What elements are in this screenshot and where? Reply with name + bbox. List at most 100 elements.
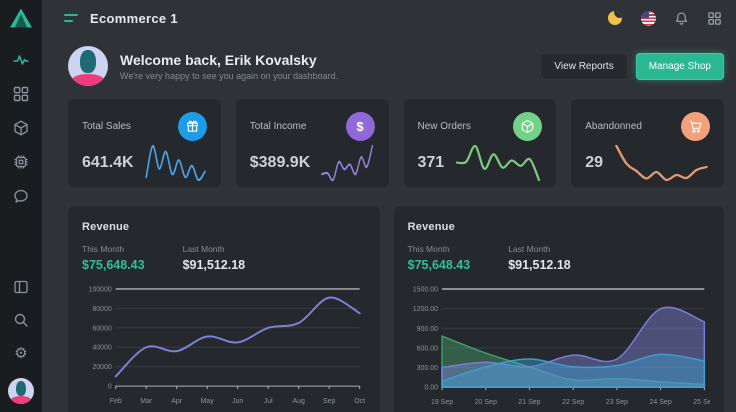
stat-card-value: $389.9K <box>249 154 311 171</box>
svg-text:22 Sep: 22 Sep <box>562 399 584 406</box>
sidebar: ⚙ <box>0 0 42 412</box>
us-flag-icon[interactable] <box>640 10 656 26</box>
grid-icon[interactable] <box>13 86 29 102</box>
logo-triangle-icon <box>10 8 32 28</box>
revenue-monthly-chart[interactable]: 0 20000 40000 60000 80000 100000 Feb Mar Apr May J… <box>82 281 366 412</box>
chart-title: Revenue <box>82 221 130 233</box>
chart-title: Revenue <box>407 221 455 233</box>
svg-text:0: 0 <box>108 384 112 391</box>
revenue-monthly-card: Revenue This Month $75,648.43 Last Month… <box>68 206 380 412</box>
abandonned-sparkline <box>613 141 710 185</box>
svg-text:300.00: 300.00 <box>416 365 438 372</box>
svg-text:80000: 80000 <box>92 306 111 313</box>
last-month-label: Last Month <box>182 244 225 254</box>
last-month-stat: Last Month $91,512.18 <box>183 244 246 272</box>
moon-icon[interactable] <box>607 10 623 26</box>
sidebar-user-avatar[interactable] <box>8 378 34 404</box>
svg-text:May: May <box>201 398 215 405</box>
svg-text:21 Sep: 21 Sep <box>518 399 540 406</box>
svg-text:40000: 40000 <box>92 345 111 352</box>
svg-text:Mar: Mar <box>140 398 153 405</box>
total-sales-sparkline <box>144 141 207 185</box>
svg-text:19 Sep: 19 Sep <box>431 399 453 406</box>
svg-text:20 Sep: 20 Sep <box>474 399 496 406</box>
welcome-title: Welcome back, Erik Kovalsky <box>120 51 317 68</box>
stat-card-value: 29 <box>585 154 604 171</box>
app-logo[interactable] <box>0 0 42 36</box>
svg-text:Sep: Sep <box>323 398 335 405</box>
stat-card-value: 641.4K <box>82 154 134 171</box>
this-month-value: $75,648.43 <box>407 258 471 272</box>
svg-text:600.00: 600.00 <box>416 345 438 352</box>
page-title: Ecommerce 1 <box>90 10 178 26</box>
package-icon <box>513 112 543 141</box>
svg-text:Jul: Jul <box>264 398 273 405</box>
manage-shop-button[interactable]: Manage Shop <box>635 52 724 80</box>
last-month-value: $91,512.18 <box>182 258 246 272</box>
sidebar-bottom: ⚙ <box>8 279 34 412</box>
welcome-subtitle: We're very happy to see you again on you… <box>120 70 339 81</box>
dollar-icon: $ <box>345 112 375 141</box>
svg-text:1200.00: 1200.00 <box>412 306 437 313</box>
last-month-value: $91,512.18 <box>508 258 571 272</box>
last-month-stat: Last Month $91,512.18 <box>508 244 571 272</box>
gear-icon[interactable]: ⚙ <box>14 344 28 362</box>
revenue-daily-chart[interactable]: 0.00 300.00 600.00 900.00 1200.00 1500.00 19 S… <box>408 281 715 412</box>
svg-text:Feb: Feb <box>110 398 122 405</box>
svg-text:23 Sep: 23 Sep <box>605 399 627 406</box>
stat-card-label: New Orders <box>417 121 471 132</box>
svg-text:60000: 60000 <box>92 325 111 332</box>
cart-icon <box>681 112 710 141</box>
welcome-text: Welcome back, Erik Kovalsky We're very h… <box>120 52 338 81</box>
stat-card-label: Total Sales <box>82 121 131 132</box>
stat-card-value: 371 <box>417 154 445 171</box>
search-icon[interactable] <box>13 312 29 328</box>
sidebar-nav <box>13 36 29 204</box>
stat-card-total-sales[interactable]: Total Sales 641.4K <box>68 99 221 187</box>
svg-text:Aug: Aug <box>293 398 305 405</box>
this-month-label: This Month <box>82 244 125 254</box>
this-month-label: This Month <box>407 244 450 254</box>
bell-icon[interactable] <box>673 10 689 26</box>
svg-text:0.00: 0.00 <box>424 385 438 392</box>
chip-icon[interactable] <box>13 154 29 170</box>
stat-card-label: Total Income <box>249 121 307 132</box>
stat-card-total-income[interactable]: Total Income $ $389.9K <box>235 99 389 187</box>
this-month-stat: This Month $75,648.43 <box>82 244 145 272</box>
stat-card-new-orders[interactable]: New Orders 371 <box>403 99 557 187</box>
svg-text:900.00: 900.00 <box>416 326 438 333</box>
new-orders-sparkline <box>454 141 542 185</box>
svg-text:Oct: Oct <box>354 398 365 405</box>
cube-icon[interactable] <box>13 120 29 136</box>
stat-cards: Total Sales 641.4K Total Income $ <box>68 99 724 187</box>
topbar: Ecommerce 1 <box>42 0 736 36</box>
svg-text:24 Sep: 24 Sep <box>649 399 671 406</box>
gift-icon <box>177 112 207 141</box>
svg-text:1500.00: 1500.00 <box>412 287 437 294</box>
menu-toggle-icon[interactable] <box>64 14 78 22</box>
this-month-value: $75,648.43 <box>82 258 145 272</box>
view-reports-button[interactable]: View Reports <box>540 52 628 80</box>
welcome-avatar <box>68 46 108 86</box>
layout-icon[interactable] <box>13 279 29 295</box>
svg-text:20000: 20000 <box>92 364 111 371</box>
pulse-icon[interactable] <box>13 52 29 68</box>
welcome-banner: Welcome back, Erik Kovalsky We're very h… <box>68 46 724 86</box>
content: Welcome back, Erik Kovalsky We're very h… <box>42 36 736 412</box>
total-income-sparkline <box>320 141 374 185</box>
apps-icon[interactable] <box>706 10 722 26</box>
this-month-stat: This Month $75,648.43 <box>408 244 471 272</box>
stat-card-abandonned[interactable]: Abandonned 29 <box>571 99 724 187</box>
svg-text:100000: 100000 <box>89 286 112 293</box>
chat-icon[interactable] <box>13 188 29 204</box>
topbar-icons <box>607 10 722 26</box>
stat-card-label: Abandonned <box>585 121 642 132</box>
svg-text:Apr: Apr <box>171 398 182 405</box>
svg-text:Jun: Jun <box>232 398 243 405</box>
revenue-charts: Revenue This Month $75,648.43 Last Month… <box>68 206 724 412</box>
last-month-label: Last Month <box>508 244 551 254</box>
main-area: Ecommerce 1 Welcome back, Erik Kovalsky … <box>42 0 736 412</box>
svg-text:25 Sep: 25 Sep <box>693 399 710 406</box>
welcome-actions: View Reports Manage Shop <box>540 52 724 80</box>
